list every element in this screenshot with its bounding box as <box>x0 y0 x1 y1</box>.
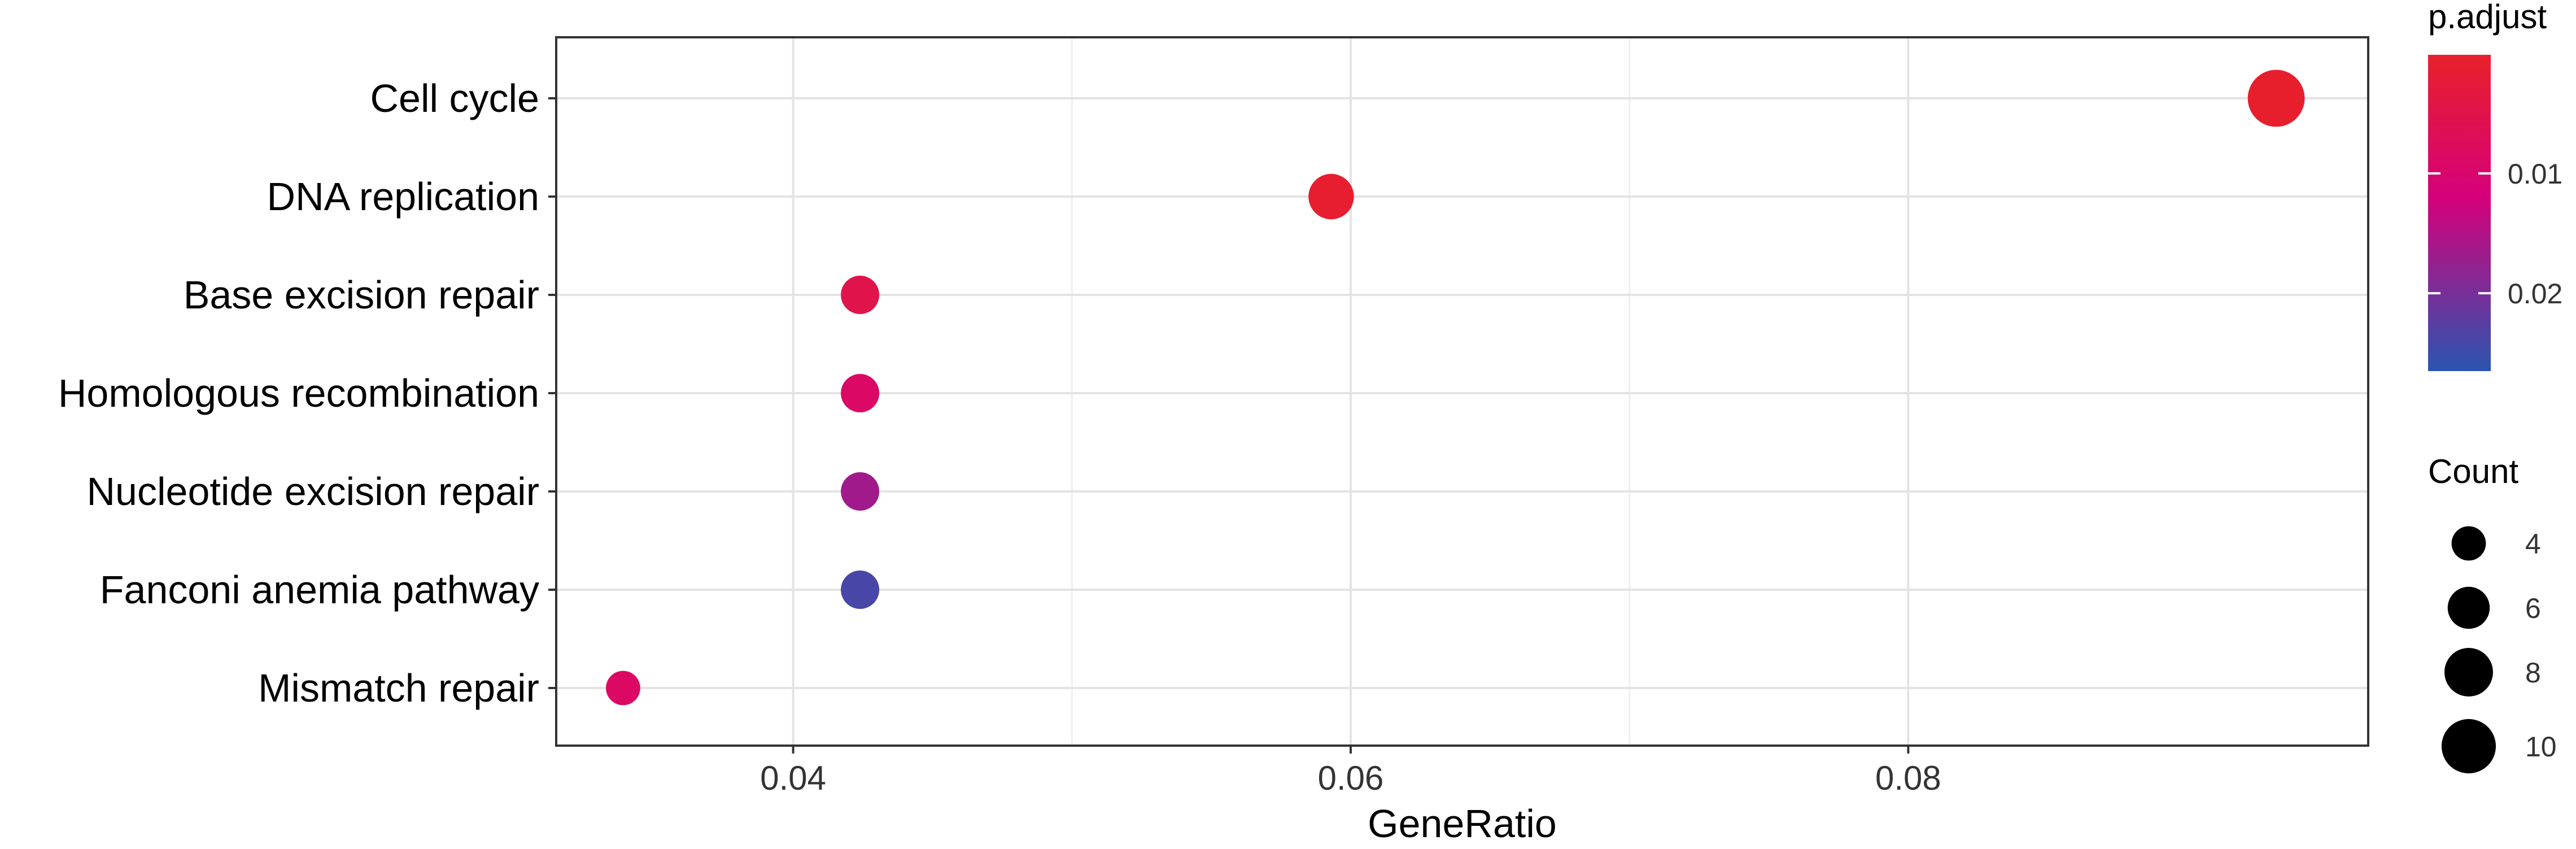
plot-panel-border <box>555 36 2369 747</box>
grid-lines <box>556 37 2368 746</box>
x-tick-label: 0.08 <box>1875 759 1941 797</box>
point-mismatch-repair <box>606 671 640 706</box>
x-axis-title: GeneRatio <box>1368 802 1557 846</box>
y-tick-label: Cell cycle <box>370 76 539 120</box>
point-dna-replication <box>1308 173 1354 220</box>
y-tick-label: DNA replication <box>267 175 539 219</box>
y-tick-label: Mismatch repair <box>258 666 539 710</box>
size-legend-label: 6 <box>2525 593 2541 624</box>
size-legend-label: 10 <box>2525 731 2557 763</box>
size-legend-title: Count <box>2428 452 2518 490</box>
color-legend-title: p.adjust <box>2428 0 2547 36</box>
p-adjust-legend: p.adjust 0.01 0.02 <box>2428 0 2562 371</box>
size-legend-label: 4 <box>2525 528 2541 560</box>
size-legend-key <box>2447 586 2490 629</box>
x-tick-label: 0.06 <box>1318 759 1384 797</box>
size-legend-key <box>2444 648 2493 696</box>
y-tick-label: Fanconi anemia pathway <box>100 568 539 612</box>
y-tick-label: Base excision repair <box>184 273 539 317</box>
size-legend-label: 8 <box>2525 657 2541 689</box>
point-base-excision-repair <box>841 276 880 314</box>
x-tick-label: 0.04 <box>760 759 826 797</box>
data-points <box>606 69 2305 706</box>
size-legend-keys: 4 6 8 10 <box>2441 526 2557 774</box>
x-axis: 0.04 0.06 0.08 <box>760 746 1941 797</box>
size-legend-key <box>2441 719 2496 774</box>
color-legend-bar <box>2428 55 2491 371</box>
y-axis: Cell cycle DNA replication Base excision r… <box>58 76 556 710</box>
point-fanconi-anemia-pathway <box>841 571 880 609</box>
color-legend-ticks: 0.01 0.02 <box>2428 158 2562 310</box>
size-legend-key <box>2451 526 2486 561</box>
color-legend-label: 0.01 <box>2508 158 2562 190</box>
y-tick-label: Homologous recombination <box>58 371 539 415</box>
count-legend: Count 4 6 8 10 <box>2428 452 2557 774</box>
point-nucleotide-excision-repair <box>841 472 880 511</box>
point-homologous-recombination <box>841 374 880 412</box>
point-cell-cycle <box>2247 69 2305 127</box>
y-tick-label: Nucleotide excision repair <box>86 469 539 513</box>
color-legend-label: 0.02 <box>2508 278 2562 310</box>
